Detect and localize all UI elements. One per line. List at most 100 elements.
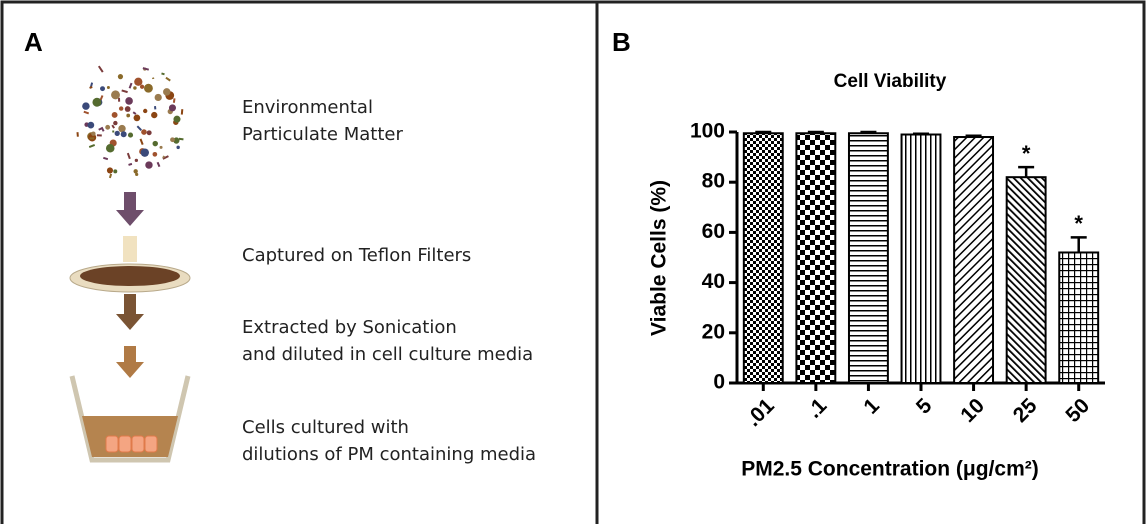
error-bar	[913, 132, 929, 136]
particle	[114, 130, 120, 137]
cells	[105, 435, 158, 453]
significance-marker: *	[1074, 211, 1083, 236]
filter-stem	[123, 236, 137, 262]
particle	[97, 65, 104, 73]
error-bar	[860, 130, 877, 134]
particle	[136, 125, 143, 131]
bar	[953, 136, 995, 384]
particle	[173, 137, 180, 144]
particle	[111, 111, 118, 118]
panel-label: B	[612, 27, 631, 57]
panel-a: A Environmental Particulate Matter Capture…	[24, 27, 536, 465]
particle	[88, 144, 96, 149]
arrow	[116, 346, 144, 378]
particle	[121, 89, 128, 94]
particle	[172, 98, 176, 103]
particle	[133, 86, 137, 90]
bar	[847, 132, 889, 384]
particle	[133, 114, 141, 122]
particle-cloud	[76, 65, 184, 179]
particle	[134, 158, 139, 163]
y-tick-label: 40	[702, 270, 725, 293]
particle	[113, 120, 118, 126]
particle	[173, 115, 181, 123]
step-text: Extracted by Sonication	[242, 317, 457, 338]
x-tick-label: 50	[1061, 394, 1094, 427]
particle	[134, 77, 143, 86]
particle	[103, 156, 109, 161]
filter	[80, 266, 180, 286]
particle	[100, 86, 106, 92]
particle	[118, 124, 126, 133]
particle	[113, 169, 118, 174]
particle	[89, 85, 93, 89]
particle	[152, 140, 158, 147]
y-tick-label: 100	[690, 120, 725, 143]
x-tick-label: 1	[859, 394, 884, 419]
x-tick-label: 25	[1009, 394, 1042, 427]
particle	[144, 83, 153, 93]
step-text: Captured on Teflon Filters	[242, 245, 471, 266]
particle	[126, 152, 131, 160]
particle	[133, 169, 138, 174]
particle	[139, 138, 144, 145]
particle	[99, 95, 104, 101]
panel-b: B Cell Viability Viable Cells (%) PM2.5 …	[612, 27, 1105, 481]
particle	[124, 106, 131, 112]
bar	[1005, 176, 1047, 384]
x-tick-label: 10	[956, 394, 989, 427]
particle	[168, 104, 177, 112]
x-tick-label: .01	[742, 394, 779, 431]
particle	[163, 88, 171, 96]
particle	[82, 102, 90, 110]
particle	[106, 86, 110, 90]
particle	[111, 90, 120, 100]
step-text: Particulate Matter	[242, 124, 403, 145]
particle	[128, 162, 133, 166]
particle	[159, 145, 163, 149]
particle	[106, 167, 114, 174]
panel-label: A	[24, 27, 43, 57]
error-bar	[1070, 236, 1087, 253]
particle	[117, 74, 124, 80]
particle	[105, 143, 115, 153]
y-tick-label: 0	[713, 371, 725, 394]
particle	[140, 148, 149, 157]
particle	[143, 108, 148, 114]
particle	[178, 137, 184, 141]
step-text: Cells cultured with	[242, 417, 409, 438]
particle	[126, 113, 131, 118]
arrow	[116, 294, 144, 330]
error-bar	[755, 130, 772, 134]
step-text: and diluted in cell culture media	[242, 344, 533, 365]
particle	[120, 131, 127, 138]
particle	[170, 137, 175, 143]
particle	[125, 97, 133, 105]
bar	[795, 132, 837, 384]
particle	[141, 129, 147, 135]
particle	[161, 72, 165, 76]
y-tick-label: 80	[702, 170, 725, 193]
significance-marker: *	[1022, 141, 1031, 166]
bar	[742, 132, 784, 384]
particle	[98, 127, 103, 131]
particle	[165, 76, 171, 82]
x-tick-label: 5	[912, 394, 937, 419]
error-bar	[965, 134, 982, 138]
bar	[1058, 251, 1100, 384]
particle	[92, 97, 102, 107]
particle	[91, 131, 96, 136]
particle	[135, 172, 139, 177]
particle	[176, 145, 180, 150]
particle	[156, 161, 161, 168]
particle	[100, 126, 105, 132]
y-tick-label: 60	[702, 220, 725, 243]
particle	[151, 111, 158, 119]
x-axis-label: PM2.5 Concentration (μg/cm²)	[741, 458, 1039, 481]
step-text: Environmental	[242, 97, 373, 118]
bar	[900, 133, 942, 384]
well	[69, 375, 191, 463]
particle	[108, 173, 113, 179]
error-bar	[1018, 165, 1035, 178]
